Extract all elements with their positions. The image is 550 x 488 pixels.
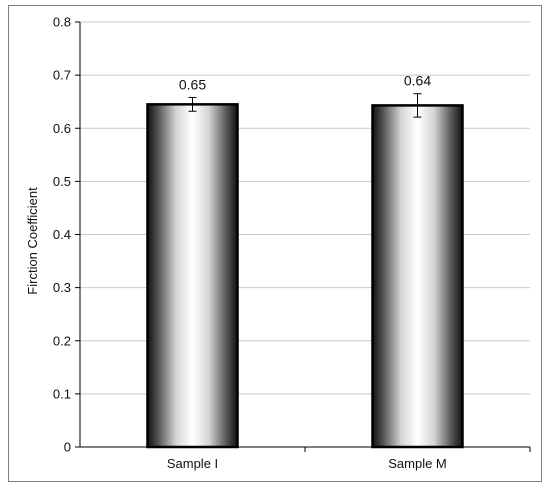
data-label: 0.65	[179, 76, 206, 92]
category-label: Sample M	[388, 456, 447, 471]
y-tick-label: 0.7	[53, 68, 71, 83]
y-tick-label: 0	[64, 440, 71, 455]
y-tick-label: 0.1	[53, 386, 71, 401]
y-tick-label: 0.3	[53, 280, 71, 295]
y-tick-label: 0.2	[53, 333, 71, 348]
data-label: 0.64	[404, 73, 431, 89]
y-axis-label: Firction Coefficient	[25, 187, 40, 295]
bars	[146, 93, 464, 449]
category-label: Sample I	[167, 456, 218, 471]
labels: 0 0.1 0.2 0.3 0.4 0.5 0.6 0.7 0.8 0.65 Sample I 0.6…	[53, 15, 447, 472]
y-tick-label: 0.6	[53, 121, 71, 136]
bar	[371, 104, 464, 449]
y-tick-label: 0.5	[53, 174, 71, 189]
bar	[146, 103, 239, 449]
y-tick-label: 0.8	[53, 15, 71, 30]
y-tick-label: 0.4	[53, 227, 71, 242]
